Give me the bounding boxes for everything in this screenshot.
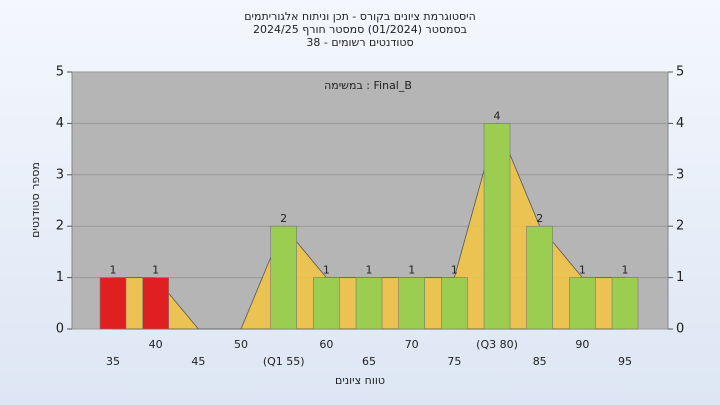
y2-tick-label: 2 <box>676 219 684 234</box>
x-tick-label: 45 <box>191 355 205 368</box>
y2-tick-label: 5 <box>676 65 684 80</box>
x-tick-label: 90 <box>575 338 589 351</box>
value-label: 4 <box>494 109 501 122</box>
bar <box>611 277 639 330</box>
x-tick-label: (Q1 55) <box>263 355 305 368</box>
x-tick-label: 85 <box>533 355 547 368</box>
y-tick-label: 4 <box>56 116 64 131</box>
value-label: 2 <box>280 212 287 225</box>
x-tick-label: 75 <box>447 355 461 368</box>
y2-tick-label: 1 <box>676 270 684 285</box>
value-label: 1 <box>408 264 415 277</box>
bar <box>313 277 340 330</box>
bar <box>99 277 127 330</box>
x-tick-label: 95 <box>618 355 632 368</box>
y2-tick-label: 0 <box>676 322 684 337</box>
x-tick-label: 40 <box>149 338 163 351</box>
bar <box>270 225 297 330</box>
value-label: 1 <box>366 264 373 277</box>
value-label: 1 <box>622 264 629 277</box>
value-label: 1 <box>110 264 117 277</box>
bar <box>483 123 511 330</box>
title-line: בסמסטר (01/2024) סמסטר חורף 2024/25 <box>253 23 467 36</box>
x-tick-label: 50 <box>234 338 248 351</box>
y2-tick-label: 3 <box>676 167 684 182</box>
x-tick-label: 35 <box>106 355 120 368</box>
value-label: 1 <box>579 264 586 277</box>
value-label: 1 <box>323 264 330 277</box>
bar <box>355 277 383 330</box>
value-label: 1 <box>451 264 458 277</box>
y-tick-label: 2 <box>56 219 64 234</box>
x-axis-label: טווח ציונים <box>335 374 385 387</box>
value-label: 1 <box>152 264 159 277</box>
y-tick-label: 0 <box>56 322 64 337</box>
annotation: במשימה : Final_B <box>324 79 412 92</box>
y-axis-label: מספר סטודנטים <box>29 162 42 238</box>
y-tick-label: 3 <box>56 167 64 182</box>
value-label: 2 <box>536 212 543 225</box>
bar <box>569 277 596 330</box>
y2-tick-label: 4 <box>676 116 684 131</box>
title-line: היסטוגרמת ציונים בקורס - תכן וניתוח אלגו… <box>244 10 476 23</box>
x-tick-label: 70 <box>405 338 419 351</box>
bar <box>526 225 554 330</box>
y-tick-label: 5 <box>56 65 64 80</box>
title-line: סטודנטים רשומים - 38 <box>306 36 413 49</box>
bar <box>441 277 468 330</box>
bar <box>398 277 425 330</box>
x-tick-label: 60 <box>319 338 333 351</box>
x-tick-label: (Q3 80) <box>476 338 518 351</box>
y-tick-label: 1 <box>56 270 64 285</box>
x-tick-label: 65 <box>362 355 376 368</box>
bar <box>142 277 169 330</box>
